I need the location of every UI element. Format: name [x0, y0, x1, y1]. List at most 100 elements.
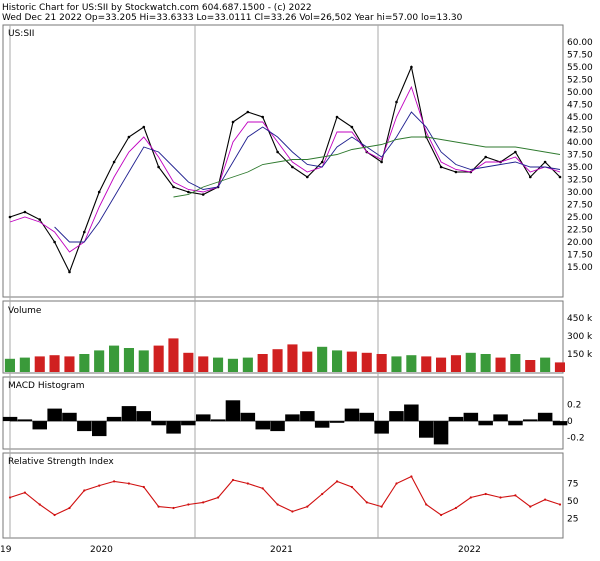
price-tick-label: 32.50	[567, 176, 593, 186]
macd-bar	[32, 421, 47, 430]
price-tick-label: 17.50	[567, 251, 593, 261]
volume-bar	[436, 357, 447, 372]
volume-bar	[540, 357, 551, 372]
price-point	[231, 120, 235, 124]
header-line1: Historic Chart for US:SII by Stockwatch.…	[2, 3, 312, 13]
rsi-point	[113, 480, 116, 483]
rsi-point	[365, 501, 368, 504]
volume-bar	[138, 350, 149, 372]
price-point	[246, 110, 250, 114]
price-point	[38, 218, 41, 221]
volume-bar	[480, 354, 491, 372]
macd-bar	[151, 421, 166, 426]
volume-bar	[198, 356, 209, 372]
x-axis: 19 2020 2021 2022	[0, 545, 481, 555]
macd-panel-title: MACD Histogram	[8, 381, 85, 391]
price-point	[380, 160, 383, 164]
price-tick-label: 37.50	[567, 151, 593, 161]
price-tick-label: 22.50	[567, 226, 593, 236]
macd-bar	[196, 414, 211, 421]
volume-bar	[4, 358, 16, 372]
price-point	[142, 125, 146, 129]
macd-bar	[344, 408, 360, 422]
rsi-point	[440, 513, 443, 517]
rsi-point	[127, 482, 130, 485]
volume-panel-frame	[2, 300, 564, 374]
volume-bar	[302, 351, 313, 372]
rsi-point	[217, 496, 220, 499]
volume-bar	[406, 355, 417, 372]
price-tick-label: 52.50	[567, 76, 593, 86]
macd-bar	[77, 421, 92, 432]
macd-bar	[47, 408, 62, 422]
macd-bar	[181, 421, 196, 426]
price-tick-label: 55.00	[567, 63, 593, 73]
rsi-point	[306, 505, 309, 508]
rsi-point	[529, 505, 532, 508]
volume-bar	[19, 357, 30, 372]
volume-bar	[332, 350, 343, 372]
rsi-point	[484, 492, 487, 496]
volume-bar	[79, 354, 90, 372]
price-series-2	[54, 111, 561, 243]
rsi-point	[499, 496, 502, 499]
volume-bar	[109, 345, 120, 372]
rsi-point	[276, 503, 279, 506]
volume-bar	[421, 356, 432, 372]
volume-bar	[554, 362, 565, 372]
macd-tick-label: 0	[567, 417, 573, 427]
macd-bar	[404, 404, 419, 422]
macd-bar	[463, 412, 479, 422]
price-tick-label: 40.00	[567, 138, 593, 148]
price-point	[23, 210, 27, 214]
header-line2: Wed Dec 21 2022 Op=33.205 Hi=33.6333 Lo=…	[2, 13, 463, 23]
volume-bar	[272, 349, 283, 372]
rsi-point	[98, 484, 101, 487]
price-point	[306, 175, 309, 179]
rsi-point	[454, 506, 457, 510]
volume-bar	[495, 357, 506, 372]
rsi-point	[23, 491, 26, 494]
x-label-2019: 19	[0, 545, 12, 555]
price-point	[172, 185, 175, 189]
price-point	[187, 190, 190, 194]
price-tick-label: 57.50	[567, 51, 593, 61]
macd-bar	[121, 406, 137, 422]
macd-bar	[359, 412, 374, 422]
price-series-1	[9, 85, 561, 253]
price-tick-label: 15.00	[567, 263, 593, 273]
macd-bar	[478, 421, 493, 426]
macd-bar	[419, 421, 434, 438]
rsi-point	[68, 506, 71, 510]
volume-tick-label: 300 k	[567, 332, 593, 342]
price-tick-label: 30.00	[567, 188, 593, 198]
rsi-point	[291, 510, 294, 513]
volume-bar	[361, 352, 372, 372]
volume-bar	[391, 356, 402, 372]
price-point	[83, 230, 86, 234]
volume-bar	[525, 360, 536, 372]
macd-bar	[136, 411, 151, 422]
volume-tick-label: 450 k	[567, 314, 593, 324]
macd-panel-frame	[2, 376, 564, 450]
price-point	[454, 170, 458, 174]
rsi-point	[246, 482, 249, 485]
macd-bar	[537, 412, 553, 422]
volume-bar	[257, 354, 268, 372]
macd-plot	[2, 400, 568, 445]
macd-bar	[2, 416, 18, 422]
x-label-2021: 2021	[270, 545, 293, 555]
macd-bar	[493, 414, 508, 421]
rsi-point	[172, 506, 175, 510]
rsi-point	[321, 492, 324, 496]
rsi-point	[8, 496, 12, 499]
rsi-point	[350, 485, 353, 489]
macd-bar	[448, 416, 464, 422]
rsi-line	[9, 475, 561, 516]
price-point	[261, 115, 265, 119]
volume-bar	[49, 355, 60, 372]
macd-bar	[255, 421, 270, 430]
price-point	[410, 65, 413, 69]
